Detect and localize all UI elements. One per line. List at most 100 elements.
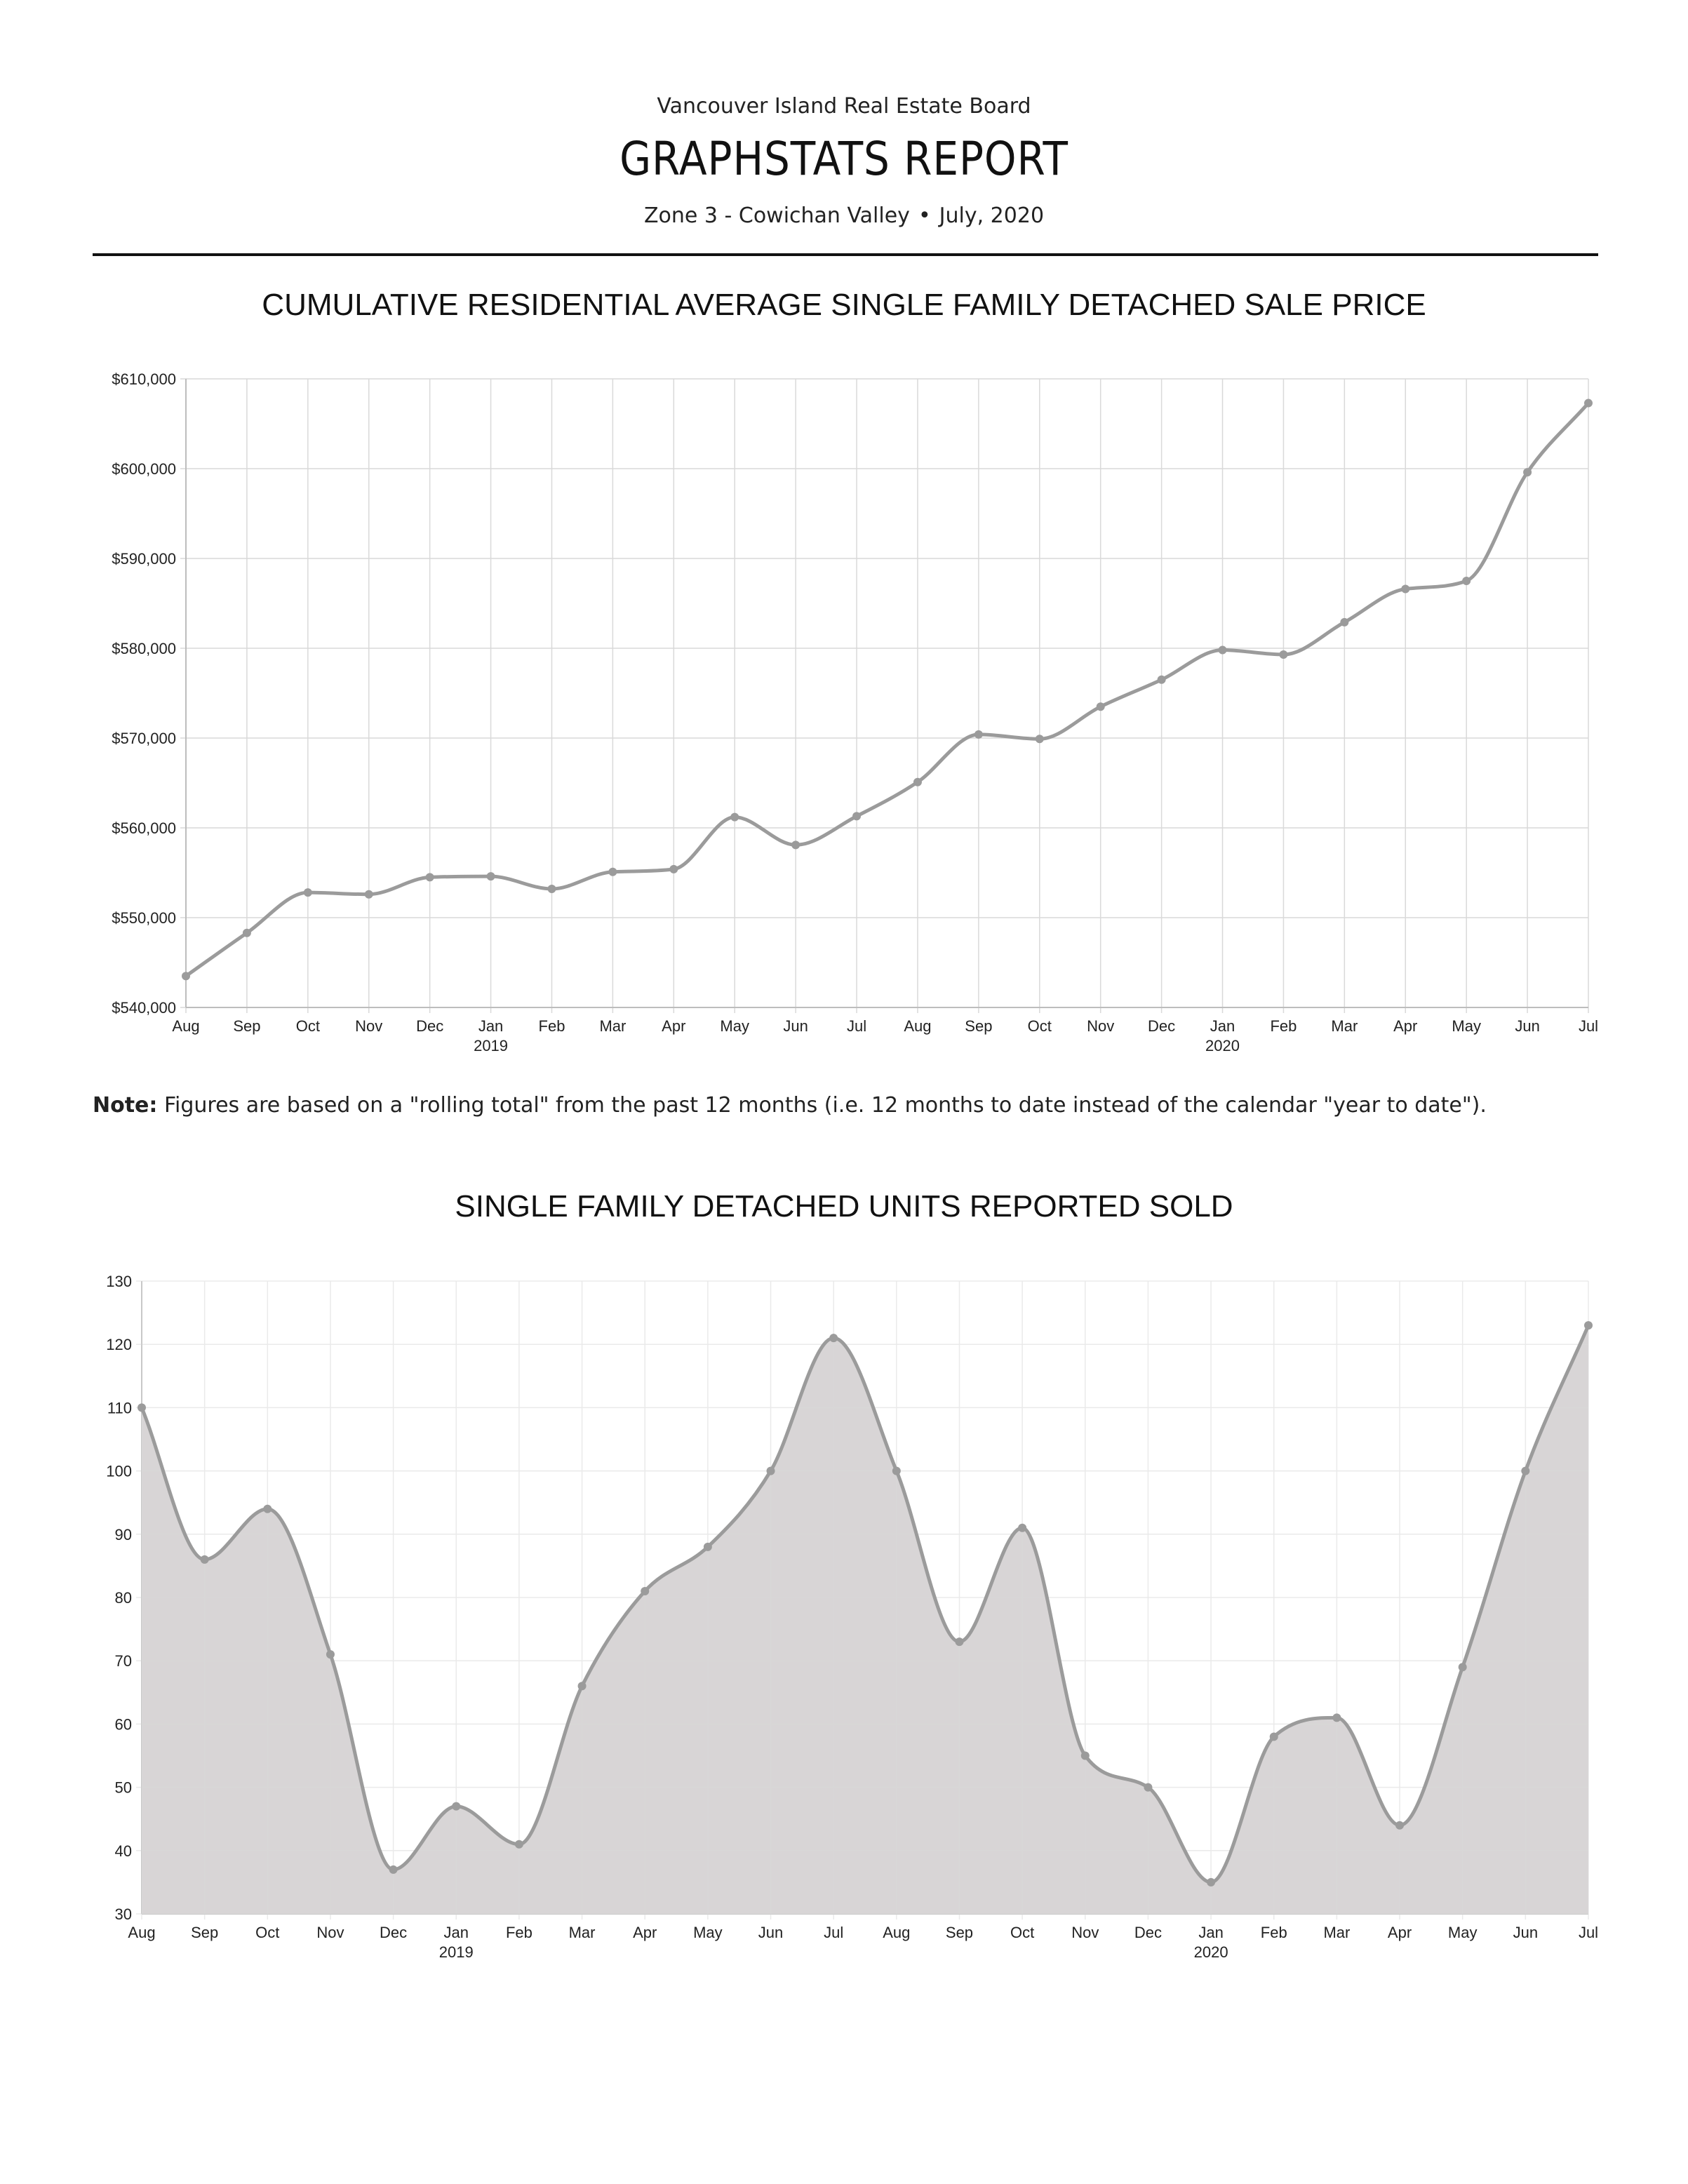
data-point bbox=[1340, 617, 1349, 627]
x-tick-label: Dec bbox=[1134, 1924, 1162, 1941]
data-point bbox=[641, 1586, 650, 1595]
data-point bbox=[1458, 1663, 1467, 1672]
x-tick-label: Feb bbox=[506, 1924, 532, 1941]
data-point bbox=[1218, 645, 1227, 655]
x-tick-label: Mar bbox=[569, 1924, 596, 1941]
subtitle-separator: • bbox=[918, 203, 931, 228]
x-tick-label: Jun bbox=[1515, 1017, 1539, 1035]
note-label: Note: bbox=[93, 1093, 158, 1118]
y-tick-label: 30 bbox=[115, 1905, 132, 1923]
data-point bbox=[892, 1466, 901, 1475]
note-text: Figures are based on a "rolling total" f… bbox=[163, 1093, 1487, 1118]
x-tick-label: Dec bbox=[1148, 1017, 1175, 1035]
x-tick-label: Aug bbox=[883, 1924, 910, 1941]
y-tick-label: 80 bbox=[115, 1589, 132, 1607]
y-tick-label: 70 bbox=[115, 1652, 132, 1670]
x-tick-label: Jun bbox=[758, 1924, 783, 1941]
report-title: GRAPHSTATS REPORT bbox=[619, 132, 1069, 186]
data-point bbox=[425, 873, 434, 882]
y-tick-label: 40 bbox=[115, 1842, 132, 1860]
data-point bbox=[852, 812, 862, 821]
data-point bbox=[1018, 1523, 1027, 1532]
data-point bbox=[1332, 1713, 1341, 1722]
x-tick-label: Jun bbox=[1513, 1924, 1538, 1941]
series-line bbox=[140, 1325, 1590, 1884]
data-point bbox=[1144, 1783, 1153, 1792]
y-tick-label: 120 bbox=[106, 1336, 132, 1353]
x-tick-label: Apr bbox=[633, 1924, 657, 1941]
x-tick-label: May bbox=[693, 1924, 723, 1941]
x-tick-label: Feb bbox=[1270, 1017, 1297, 1035]
price-line-chart: $540,000 $550,000 $560,000 $570,000 $580,000… bbox=[112, 370, 1598, 1054]
header-divider bbox=[93, 253, 1598, 256]
report-subtitle: Zone 3 - Cowichan Valley • July, 2020 bbox=[0, 203, 1688, 228]
y-tick-label: $540,000 bbox=[112, 999, 176, 1017]
units-area-chart: 30 40 50 60 70 80 90 100 110 120 130 Aug Sep Oct Nov De… bbox=[106, 1273, 1598, 1961]
x-tick-label: Sep bbox=[233, 1017, 260, 1035]
series-area bbox=[142, 1325, 1588, 1914]
y-tick-label: $610,000 bbox=[112, 370, 176, 388]
x-year-label: 2019 bbox=[439, 1943, 474, 1961]
organization-name: Vancouver Island Real Estate Board bbox=[657, 94, 1031, 119]
x-tick-label: Feb bbox=[1261, 1924, 1287, 1941]
data-point bbox=[1395, 1821, 1405, 1830]
data-point bbox=[263, 1504, 272, 1513]
x-tick-label: Dec bbox=[416, 1017, 443, 1035]
y-tick-label: $550,000 bbox=[112, 909, 176, 927]
x-tick-label: Jul bbox=[824, 1924, 843, 1941]
x-year-label: 2020 bbox=[1194, 1943, 1228, 1961]
data-point bbox=[364, 890, 373, 899]
x-tick-label: Jul bbox=[847, 1017, 866, 1035]
x-tick-label: Jun bbox=[783, 1017, 808, 1035]
data-point bbox=[955, 1637, 964, 1647]
x-tick-label: Oct bbox=[296, 1017, 320, 1035]
data-point bbox=[730, 812, 739, 822]
x-tick-label: Feb bbox=[539, 1017, 565, 1035]
x-tick-label: Sep bbox=[946, 1924, 973, 1941]
x-tick-label: Nov bbox=[1071, 1924, 1099, 1941]
x-tick-label: Sep bbox=[965, 1017, 992, 1035]
data-point bbox=[608, 867, 617, 876]
rolling-total-note: Note: Figures are based on a "rolling to… bbox=[93, 1093, 1487, 1118]
y-tick-label: 60 bbox=[115, 1715, 132, 1733]
data-point bbox=[1584, 398, 1593, 408]
data-point bbox=[200, 1555, 209, 1564]
x-tick-label: Dec bbox=[380, 1924, 407, 1941]
data-point bbox=[1207, 1877, 1216, 1887]
y-tick-label: 100 bbox=[106, 1463, 132, 1480]
x-tick-label: Nov bbox=[1087, 1017, 1114, 1035]
data-point bbox=[829, 1334, 838, 1343]
x-year-label: 2019 bbox=[474, 1037, 508, 1054]
units-chart-title: SINGLE FAMILY DETACHED UNITS REPORTED SO… bbox=[455, 1189, 1233, 1224]
data-point bbox=[669, 864, 678, 873]
data-point bbox=[389, 1865, 398, 1874]
data-point bbox=[1523, 468, 1532, 477]
x-tick-label: May bbox=[1448, 1924, 1478, 1941]
y-tick-label: $570,000 bbox=[112, 730, 176, 747]
x-tick-label: Aug bbox=[128, 1924, 155, 1941]
data-point bbox=[242, 928, 251, 937]
data-point bbox=[791, 840, 801, 850]
data-point bbox=[547, 885, 556, 894]
x-tick-label: Aug bbox=[904, 1017, 931, 1035]
x-tick-label: Sep bbox=[191, 1924, 218, 1941]
grid-lines bbox=[180, 378, 1589, 1013]
x-tick-label: Jul bbox=[1579, 1017, 1598, 1035]
x-tick-label: Mar bbox=[1331, 1017, 1358, 1035]
x-tick-label: Aug bbox=[172, 1017, 199, 1035]
data-point bbox=[486, 872, 495, 881]
y-tick-label: $590,000 bbox=[112, 550, 176, 568]
data-point bbox=[1096, 702, 1105, 711]
data-point bbox=[326, 1650, 335, 1659]
x-tick-label: May bbox=[1452, 1017, 1481, 1035]
data-point bbox=[766, 1466, 775, 1475]
x-tick-label: Jan bbox=[444, 1924, 469, 1941]
x-tick-label: Apr bbox=[1388, 1924, 1412, 1941]
x-tick-label: Mar bbox=[599, 1017, 626, 1035]
x-tick-label: Oct bbox=[1010, 1924, 1034, 1941]
x-tick-label: Jan bbox=[1198, 1924, 1223, 1941]
x-tick-label: Apr bbox=[662, 1017, 685, 1035]
y-tick-label: 50 bbox=[115, 1779, 132, 1797]
x-tick-label: Mar bbox=[1323, 1924, 1350, 1941]
series-line bbox=[185, 401, 1590, 978]
